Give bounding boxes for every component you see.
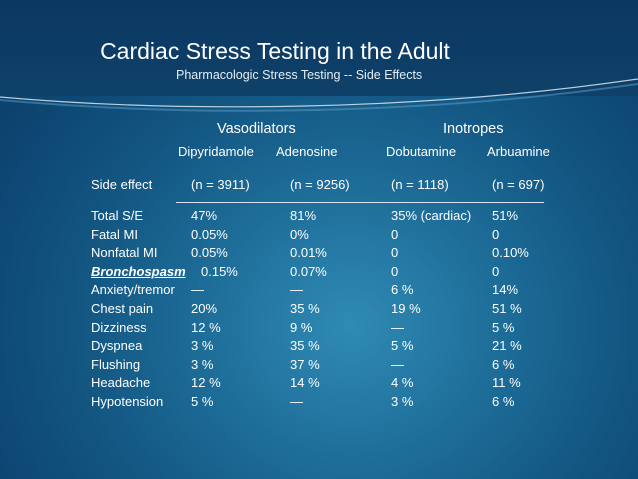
count-dipyridamole: (n = 3911) (191, 177, 250, 192)
table-cell: 0 (391, 264, 399, 279)
table-cell: 20% (191, 301, 218, 316)
table-cell: 35% (cardiac) (391, 208, 472, 223)
row-label: Bronchospasm (91, 264, 186, 279)
slide-title: Cardiac Stress Testing in the Adult (100, 38, 450, 64)
table-cell: 0 (391, 227, 399, 242)
row-label: Anxiety/tremor (91, 282, 175, 297)
table-cell: 0 (492, 227, 500, 242)
table-cell: 51 % (492, 301, 522, 316)
table-cell: 12 % (191, 375, 221, 390)
row-label: Nonfatal MI (91, 245, 158, 260)
header-divider (176, 202, 544, 203)
row-label: Fatal MI (91, 227, 138, 242)
table-cell: 21 % (492, 338, 522, 353)
count-dobutamine: (n = 1118) (391, 177, 449, 192)
row-label: Hypotension (91, 394, 164, 409)
table-cell: — (290, 394, 303, 409)
group-vasodilators: Vasodilators (217, 121, 296, 137)
table-cell: 0.07% (290, 264, 327, 279)
table-cell: 9 % (290, 320, 313, 335)
count-adenosine: (n = 9256) (290, 177, 350, 192)
table-cell: 0 (492, 264, 500, 279)
table-cell: 3 % (191, 338, 214, 353)
table-cell: 0% (290, 227, 309, 242)
row-label: Dizziness (91, 320, 147, 335)
table-cell: 0.05% (191, 245, 228, 260)
row-label: Chest pain (91, 301, 154, 316)
table-cell: 81% (290, 208, 317, 223)
table-cell: 5 % (492, 320, 515, 335)
drug-dobutamine: Dobutamine (386, 144, 457, 159)
table-cell: 0.01% (290, 245, 327, 260)
table-cell: 0.05% (191, 227, 228, 242)
slide-subtitle: Pharmacologic Stress Testing -- Side Eff… (176, 68, 423, 82)
table-cell: 5 % (191, 394, 214, 409)
table-cell: 0.10% (492, 245, 529, 260)
table-cell: 35 % (290, 301, 320, 316)
title-band (0, 0, 638, 96)
table-cell: 37 % (290, 357, 320, 372)
table-cell: 6 % (492, 357, 515, 372)
row-label: Dyspnea (91, 338, 143, 353)
row-label: Flushing (91, 357, 141, 372)
drug-dipyridamole: Dipyridamole (178, 144, 254, 159)
table-cell: 6 % (492, 394, 515, 409)
count-arbuamine: (n = 697) (492, 177, 545, 192)
drug-adenosine: Adenosine (276, 144, 338, 159)
table-cell: 12 % (191, 320, 221, 335)
row-label: Headache (91, 375, 151, 390)
table-cell: 14 % (290, 375, 320, 390)
table-cell: — (391, 320, 404, 335)
table-cell: 4 % (391, 375, 414, 390)
table-cell: 3 % (391, 394, 414, 409)
table-cell: 0 (391, 245, 399, 260)
table-cell: 11 % (492, 375, 521, 390)
table-cell: 0.15% (201, 264, 238, 279)
table-cell: 3 % (191, 357, 214, 372)
table-cell: 47% (191, 208, 218, 223)
table-cell: — (391, 357, 404, 372)
table-cell: 14% (492, 282, 519, 297)
table-cell: — (290, 282, 303, 297)
drug-arbuamine: Arbuamine (487, 144, 550, 159)
table-cell: 35 % (290, 338, 320, 353)
table-cell: — (191, 282, 204, 297)
table-cell: 5 % (391, 338, 414, 353)
table-cell: 51% (492, 208, 519, 223)
row-label: Total S/E (91, 208, 144, 223)
group-inotropes: Inotropes (443, 121, 504, 137)
header-side-effect: Side effect (91, 177, 153, 192)
table-cell: 19 % (391, 301, 421, 316)
table-cell: 6 % (391, 282, 414, 297)
